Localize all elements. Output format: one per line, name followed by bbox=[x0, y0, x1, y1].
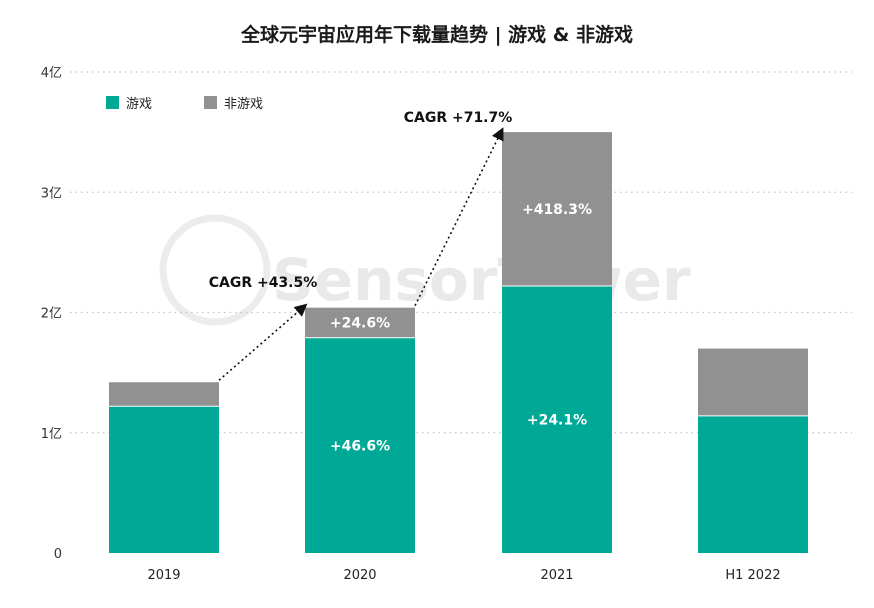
watermark-text: SensorTower bbox=[272, 246, 691, 314]
y-tick-label: 4亿 bbox=[41, 66, 62, 81]
y-tick-label: 0 bbox=[54, 547, 62, 562]
x-tick-label: 2021 bbox=[540, 568, 573, 583]
bar-data-label: +418.3% bbox=[522, 202, 592, 218]
bar-game bbox=[698, 415, 808, 553]
y-tick-label: 3亿 bbox=[41, 186, 62, 201]
y-tick-label: 2亿 bbox=[41, 307, 62, 322]
bar-game bbox=[109, 406, 219, 553]
x-tick-label: 2020 bbox=[343, 568, 376, 583]
bar-nongame bbox=[698, 348, 808, 416]
chart-title: 全球元宇宙应用年下载量趋势 | 游戏 & 非游戏 bbox=[241, 24, 633, 46]
legend-swatch bbox=[106, 96, 119, 109]
bar-nongame bbox=[305, 307, 415, 338]
y-tick-label: 1亿 bbox=[41, 427, 62, 442]
legend-label: 非游戏 bbox=[224, 97, 263, 112]
bar-game bbox=[502, 286, 612, 553]
x-tick-label: 2019 bbox=[147, 568, 180, 583]
cagr-label: CAGR +71.7% bbox=[404, 110, 513, 126]
legend-swatch bbox=[204, 96, 217, 109]
bar-data-label: +24.6% bbox=[330, 316, 390, 332]
watermark-logo bbox=[159, 214, 271, 326]
cagr-label: CAGR +43.5% bbox=[209, 275, 318, 291]
x-tick-label: H1 2022 bbox=[725, 568, 780, 583]
bar-nongame bbox=[502, 132, 612, 287]
bar-nongame bbox=[109, 382, 219, 407]
bar-game bbox=[305, 337, 415, 553]
cagr-arrow bbox=[218, 303, 308, 381]
bar-data-label: +24.1% bbox=[527, 413, 587, 429]
legend-label: 游戏 bbox=[126, 97, 152, 112]
bar-data-label: +46.6% bbox=[330, 438, 390, 454]
